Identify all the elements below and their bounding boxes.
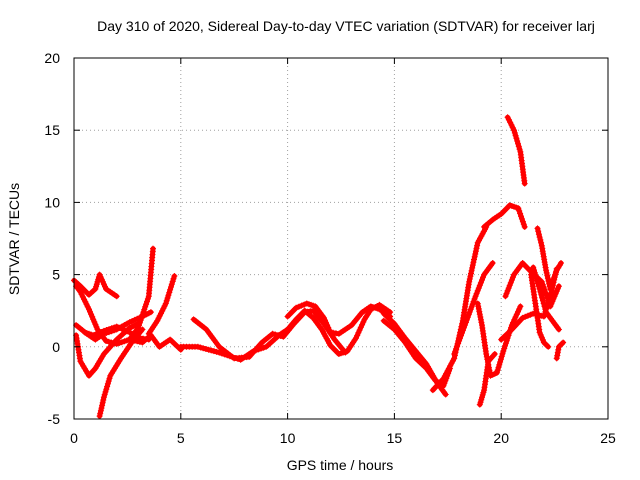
grid-lines xyxy=(74,58,608,419)
x-axis-label: GPS time / hours xyxy=(287,457,394,473)
x-tick-label: 5 xyxy=(177,430,185,446)
series-markers xyxy=(549,260,564,285)
series-markers xyxy=(476,351,498,408)
series-trace-27 xyxy=(81,323,152,343)
y-axis-label: SDTVAR / TECUs xyxy=(6,183,22,295)
series-trace-25 xyxy=(553,339,567,362)
plot-frame xyxy=(73,57,609,420)
axis-ticks: 0 5 10 15 20 25 -5 0 5 10 15 20 xyxy=(44,50,616,446)
series-trace-18 xyxy=(476,351,498,408)
x-tick-label: 20 xyxy=(493,430,509,446)
series-trace-6 xyxy=(145,273,178,337)
x-tick-label: 15 xyxy=(387,430,403,446)
series-markers xyxy=(451,260,496,357)
series-trace-15 xyxy=(451,260,496,357)
series-trace-23 xyxy=(528,271,552,350)
series-markers xyxy=(534,225,554,292)
series-markers xyxy=(528,271,552,350)
x-tick-label: 0 xyxy=(70,430,78,446)
series-markers xyxy=(284,301,394,357)
x-tick-label: 10 xyxy=(280,430,296,446)
chart-title: Day 310 of 2020, Sidereal Day-to-day VTE… xyxy=(97,18,595,34)
y-tick-label: 5 xyxy=(52,267,60,283)
series-markers xyxy=(481,202,528,230)
y-tick-label: 15 xyxy=(44,122,60,138)
series-trace-26 xyxy=(549,260,564,285)
series-trace-16 xyxy=(481,202,528,230)
series-markers xyxy=(530,264,562,333)
series-trace-24 xyxy=(534,225,554,292)
y-tick-label: -5 xyxy=(48,411,61,427)
series-trace-11 xyxy=(284,301,394,357)
series-markers xyxy=(81,323,152,343)
series-markers xyxy=(504,114,528,187)
x-tick-label: 25 xyxy=(600,430,616,446)
series-trace-22 xyxy=(530,264,562,333)
y-tick-label: 0 xyxy=(52,339,60,355)
series-trace-19 xyxy=(504,114,528,187)
series-markers xyxy=(73,245,156,347)
series-markers xyxy=(284,300,394,337)
y-tick-label: 10 xyxy=(44,194,60,210)
series-markers xyxy=(553,339,567,362)
data-series xyxy=(71,114,567,420)
y-tick-label: 20 xyxy=(44,50,60,66)
